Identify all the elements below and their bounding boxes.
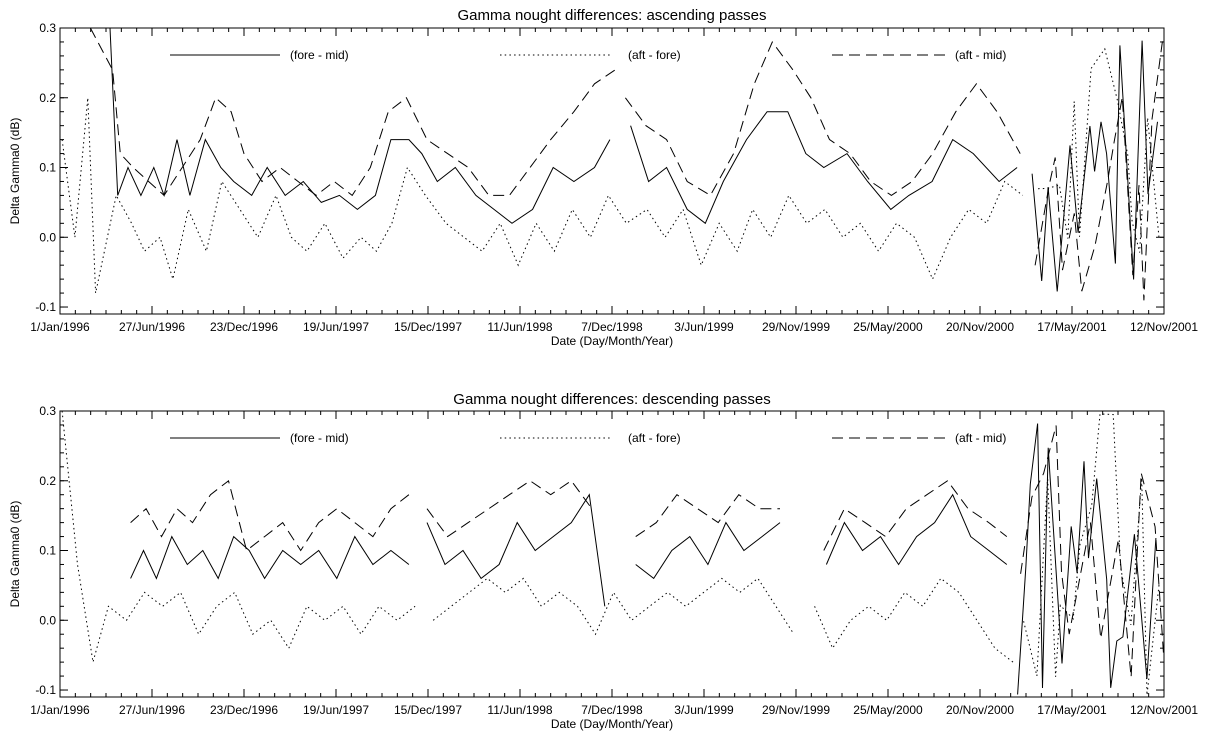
x-tick-label: 19/Jun/1997 bbox=[303, 320, 369, 334]
x-tick-label: 19/Jun/1997 bbox=[303, 703, 369, 717]
y-tick-label: 0.1 bbox=[39, 544, 56, 558]
x-axis-label: Date (Day/Month/Year) bbox=[551, 334, 673, 348]
x-tick-label: 27/Jun/1996 bbox=[119, 320, 185, 334]
x-axis-label: Date (Day/Month/Year) bbox=[551, 717, 673, 731]
x-tick-label: 1/Jan/1996 bbox=[30, 703, 90, 717]
x-tick-label: 17/May/2001 bbox=[1037, 703, 1107, 717]
x-tick-label: 20/Nov/2000 bbox=[946, 320, 1014, 334]
series-line-dashed-seg-1 bbox=[89, 28, 616, 197]
series-line-solid-seg-1 bbox=[109, 28, 611, 224]
y-axis-label: Delta Gamma0 (dB) bbox=[8, 118, 22, 225]
x-tick-label: 11/Jun/1998 bbox=[487, 703, 552, 717]
x-tick-label: 7/Dec/1998 bbox=[581, 320, 643, 334]
y-tick-label: 0.0 bbox=[39, 230, 56, 244]
x-tick-label: 23/Dec/1996 bbox=[210, 320, 278, 334]
legend-label: (fore - mid) bbox=[290, 48, 349, 62]
legend-label: (aft - mid) bbox=[955, 48, 1006, 62]
legend-label: (fore - mid) bbox=[290, 431, 349, 445]
series-spikes-dashed bbox=[1034, 40, 1163, 301]
y-axis-label: Delta Gamma0 (dB) bbox=[8, 501, 22, 608]
legend-label: (aft - fore) bbox=[628, 48, 681, 62]
chart-panel-2: Gamma nought differences: descending pas… bbox=[8, 391, 1198, 731]
plot-frame bbox=[59, 410, 1165, 698]
x-tick-label: 7/Dec/1998 bbox=[581, 703, 643, 717]
y-tick-label: 0.3 bbox=[39, 21, 56, 35]
x-tick-label: 15/Dec/1997 bbox=[394, 320, 462, 334]
x-tick-label: 27/Jun/1996 bbox=[119, 703, 185, 717]
series-line-dotted-seg-1 bbox=[61, 97, 1024, 294]
series-line-dotted-seg-1 bbox=[61, 411, 416, 663]
series-line-dashed-seg-2 bbox=[624, 41, 1021, 197]
legend-label: (aft - fore) bbox=[628, 431, 681, 445]
y-tick-label: 0.1 bbox=[39, 161, 56, 175]
x-tick-label: 15/Dec/1997 bbox=[394, 703, 462, 717]
series-line-solid-seg-3 bbox=[635, 521, 781, 580]
x-tick-label: 12/Nov/2001 bbox=[1130, 320, 1198, 334]
plot-area bbox=[61, 411, 1164, 696]
series-spikes-solid bbox=[1017, 423, 1157, 695]
series-line-dashed-seg-3 bbox=[635, 494, 780, 538]
x-tick-label: 25/May/2000 bbox=[853, 320, 923, 334]
plot-area bbox=[61, 28, 1163, 301]
series-spikes-solid bbox=[1031, 40, 1158, 292]
chart-panel-1: Gamma nought differences: ascending pass… bbox=[8, 7, 1198, 348]
x-tick-label: 17/May/2001 bbox=[1037, 320, 1107, 334]
series-line-solid-seg-2 bbox=[630, 111, 1018, 225]
series-line-solid-seg-4 bbox=[825, 493, 1008, 566]
series-line-solid-seg-1 bbox=[130, 535, 410, 580]
y-tick-label: 0.0 bbox=[39, 613, 56, 627]
x-tick-label: 20/Nov/2000 bbox=[946, 703, 1014, 717]
series-line-dotted-seg-2 bbox=[432, 577, 795, 636]
legend-label: (aft - mid) bbox=[955, 431, 1006, 445]
series-line-dashed-seg-4 bbox=[823, 480, 1008, 551]
series-line-dashed-seg-2 bbox=[426, 480, 593, 538]
chart-title: Gamma nought differences: ascending pass… bbox=[457, 7, 766, 24]
series-spikes-dotted bbox=[1023, 413, 1160, 696]
x-tick-label: 29/Nov/1999 bbox=[762, 320, 830, 334]
y-tick-label: 0.2 bbox=[39, 91, 56, 105]
y-tick-label: 0.3 bbox=[39, 404, 56, 418]
series-line-dotted-seg-3 bbox=[814, 577, 1014, 663]
chart-title: Gamma nought differences: descending pas… bbox=[453, 391, 770, 408]
plot-frame bbox=[59, 27, 1165, 315]
x-tick-label: 3/Jun/1999 bbox=[674, 703, 734, 717]
x-tick-label: 11/Jun/1998 bbox=[487, 320, 552, 334]
x-tick-label: 23/Dec/1996 bbox=[210, 703, 278, 717]
x-tick-label: 3/Jun/1999 bbox=[674, 320, 734, 334]
y-tick-label: -0.1 bbox=[35, 300, 56, 314]
x-tick-label: 29/Nov/1999 bbox=[762, 703, 830, 717]
x-tick-label: 1/Jan/1996 bbox=[30, 320, 90, 334]
series-line-solid-seg-2 bbox=[426, 493, 606, 607]
series-line-dashed-seg-1 bbox=[130, 479, 410, 552]
x-tick-label: 25/May/2000 bbox=[853, 703, 923, 717]
y-tick-label: -0.1 bbox=[35, 683, 56, 697]
x-tick-label: 12/Nov/2001 bbox=[1130, 703, 1198, 717]
series-spikes-dashed bbox=[1020, 425, 1164, 678]
y-tick-label: 0.2 bbox=[39, 474, 56, 488]
